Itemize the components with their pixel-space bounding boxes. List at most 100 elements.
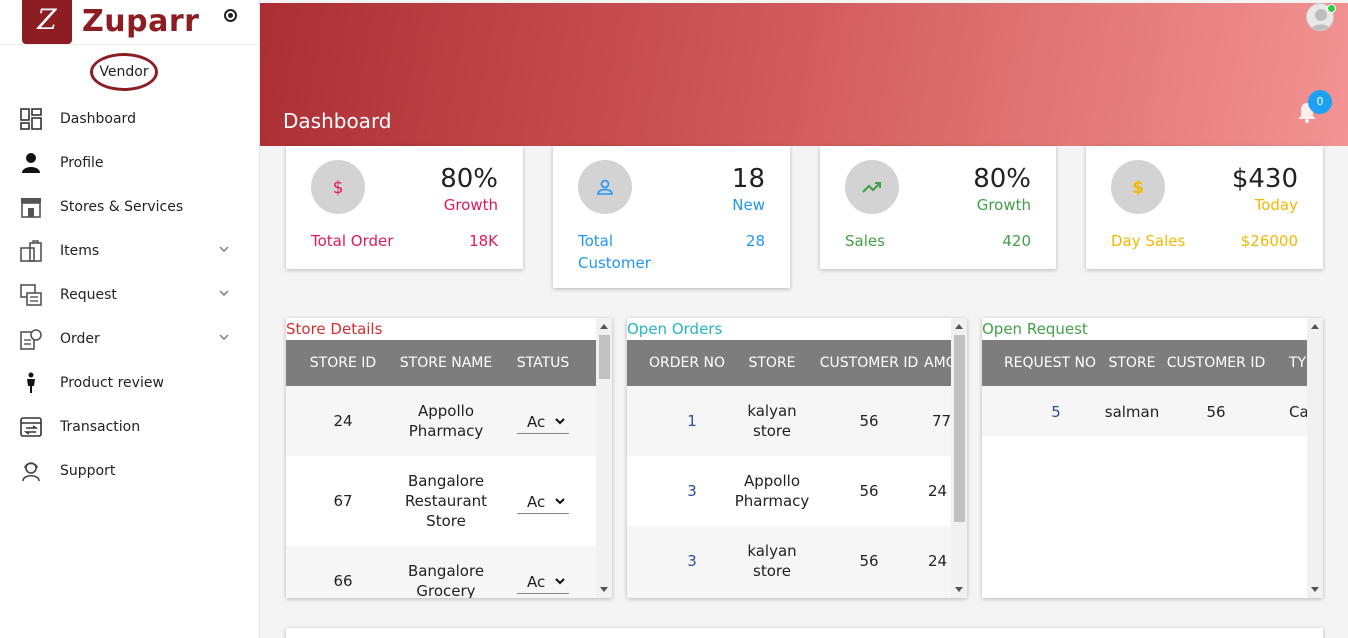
order-store: Appollo Pharmacy bbox=[734, 472, 810, 510]
chevron-down-icon bbox=[219, 290, 229, 296]
column-header[interactable]: REQUEST NO bbox=[1003, 355, 1097, 371]
sidebar-item-transaction[interactable]: Transaction bbox=[0, 405, 259, 449]
sidebar-item-items[interactable]: Items bbox=[0, 229, 259, 273]
sidebar-menu: Dashboard Profile Stores & Services Item… bbox=[0, 97, 259, 493]
column-header[interactable]: STORE NAME bbox=[399, 355, 493, 371]
stat-sub: Growth bbox=[976, 196, 1031, 214]
status-select[interactable]: Ac bbox=[517, 410, 569, 434]
scroll-down-icon[interactable] bbox=[955, 587, 963, 592]
store-name: Bangalore Grocery Store bbox=[407, 562, 485, 598]
column-header[interactable]: STORE ID bbox=[309, 355, 377, 371]
panel-title: Open Request bbox=[982, 320, 1088, 338]
chevron-down-icon bbox=[555, 578, 565, 585]
scroll-up-icon[interactable] bbox=[955, 324, 963, 329]
stat-label: Total Customer bbox=[578, 232, 651, 272]
open-request-panel: Open Request REQUEST NO STORE CUSTOMER I… bbox=[982, 318, 1323, 598]
open-orders-panel: Open Orders ORDER NO STORE CUSTOMER ID A… bbox=[627, 318, 967, 598]
review-icon bbox=[27, 372, 35, 393]
support-icon bbox=[22, 462, 40, 482]
panel-title: Store Details bbox=[286, 320, 383, 338]
sidebar-item-stores-services[interactable]: Stores & Services bbox=[0, 185, 259, 229]
order-number[interactable]: 1 bbox=[687, 412, 697, 430]
table-row[interactable]: 66 Bangalore Grocery Store Ac bbox=[286, 546, 596, 598]
table-row[interactable]: 67 Bangalore Restaurant Store Ac bbox=[286, 456, 596, 546]
order-customer-id: 56 bbox=[859, 482, 879, 500]
stat-value: 18 bbox=[731, 164, 765, 194]
table-row[interactable]: 3 Appollo Pharmacy 56 24 bbox=[627, 456, 951, 526]
scroll-down-icon[interactable] bbox=[600, 587, 608, 592]
column-header[interactable]: TY bbox=[1289, 355, 1307, 371]
sidebar-item-label: Product review bbox=[60, 375, 164, 391]
store-id: 24 bbox=[333, 412, 353, 430]
table-row[interactable]: 5 salman 56 Cate bbox=[982, 386, 1323, 436]
table-row[interactable]: 24 Appollo Pharmacy Ac bbox=[286, 386, 596, 456]
status-value: Ac bbox=[527, 573, 546, 591]
stat-card-day-sales: $ $430 Today Day Sales $26000 bbox=[1086, 146, 1323, 269]
stat-total: 28 bbox=[745, 232, 765, 250]
logo-bar: Z Zuparr bbox=[0, 0, 259, 45]
table-row[interactable]: 1 kalyan store 56 77 bbox=[627, 386, 951, 456]
sidebar-item-label: Order bbox=[60, 331, 100, 347]
column-header[interactable]: STORE bbox=[1108, 355, 1156, 371]
sidebar-item-profile[interactable]: Profile bbox=[0, 141, 259, 185]
chevron-down-icon bbox=[555, 418, 565, 425]
status-select[interactable]: Ac bbox=[517, 490, 569, 514]
request-store: salman bbox=[1104, 403, 1160, 421]
sidebar-item-support[interactable]: Support bbox=[0, 449, 259, 493]
stat-sub: Today bbox=[1254, 196, 1298, 214]
sidebar-item-request[interactable]: Request bbox=[0, 273, 259, 317]
items-icon bbox=[20, 240, 42, 262]
scrollbar[interactable] bbox=[951, 318, 967, 598]
column-header[interactable]: CUSTOMER ID bbox=[819, 355, 919, 371]
scroll-up-icon[interactable] bbox=[1311, 324, 1319, 329]
request-number[interactable]: 5 bbox=[1051, 403, 1061, 421]
sidebar-item-label: Stores & Services bbox=[60, 199, 184, 215]
request-icon bbox=[20, 284, 42, 306]
brand-logo-icon: Z bbox=[22, 0, 72, 44]
scroll-down-icon[interactable] bbox=[1311, 587, 1319, 592]
scrollbar[interactable] bbox=[1307, 318, 1323, 598]
stat-card-total-customer: 18 New Total Customer 28 bbox=[553, 146, 790, 288]
column-header[interactable]: AMO bbox=[924, 355, 957, 371]
chevron-down-icon bbox=[555, 498, 565, 505]
order-number[interactable]: 3 bbox=[687, 552, 697, 570]
scroll-up-icon[interactable] bbox=[600, 324, 608, 329]
chevron-down-icon bbox=[219, 246, 229, 252]
order-store: kalyan store bbox=[747, 542, 797, 580]
column-header[interactable]: ORDER NO bbox=[648, 355, 726, 371]
sidebar-item-label: Request bbox=[60, 287, 117, 303]
sidebar-item-label: Support bbox=[60, 463, 116, 479]
dollar-icon: $ bbox=[333, 178, 344, 197]
order-number[interactable]: 3 bbox=[687, 482, 697, 500]
notification-badge[interactable]: 0 bbox=[1308, 90, 1332, 114]
sidebar-item-dashboard[interactable]: Dashboard bbox=[0, 97, 259, 141]
table-row[interactable]: 3 kalyan store 56 24 bbox=[627, 526, 951, 598]
sidebar-item-label: Profile bbox=[60, 155, 104, 171]
stat-label: Day Sales bbox=[1111, 232, 1186, 250]
user-icon bbox=[597, 179, 613, 195]
column-header[interactable]: CUSTOMER ID bbox=[1166, 355, 1266, 371]
scrollbar[interactable] bbox=[596, 318, 612, 598]
stat-icon-circle bbox=[578, 160, 632, 214]
sidebar-item-order[interactable]: Order bbox=[0, 317, 259, 361]
status-select[interactable]: Ac bbox=[517, 570, 569, 594]
dashboard-icon bbox=[20, 108, 42, 130]
stat-total: 18K bbox=[469, 232, 498, 250]
column-header[interactable]: STATUS bbox=[516, 355, 570, 371]
order-customer-id: 56 bbox=[859, 552, 879, 570]
sidebar-item-label: Dashboard bbox=[60, 111, 136, 127]
transaction-icon bbox=[20, 417, 42, 437]
stat-icon-circle bbox=[845, 160, 899, 214]
store-icon bbox=[21, 198, 41, 218]
sidebar-pin-icon[interactable] bbox=[224, 9, 237, 22]
sidebar-item-product-review[interactable]: Product review bbox=[0, 361, 259, 405]
stat-total: $26000 bbox=[1240, 232, 1298, 250]
stat-value: 80% bbox=[440, 164, 498, 194]
order-amount: 77 bbox=[932, 412, 952, 430]
bottom-panel bbox=[286, 628, 1323, 638]
scrollbar-thumb[interactable] bbox=[954, 335, 965, 522]
stat-label: Sales bbox=[845, 232, 885, 250]
stat-icon-circle: $ bbox=[311, 160, 365, 214]
scrollbar-thumb[interactable] bbox=[599, 335, 610, 379]
column-header[interactable]: STORE bbox=[748, 355, 796, 371]
